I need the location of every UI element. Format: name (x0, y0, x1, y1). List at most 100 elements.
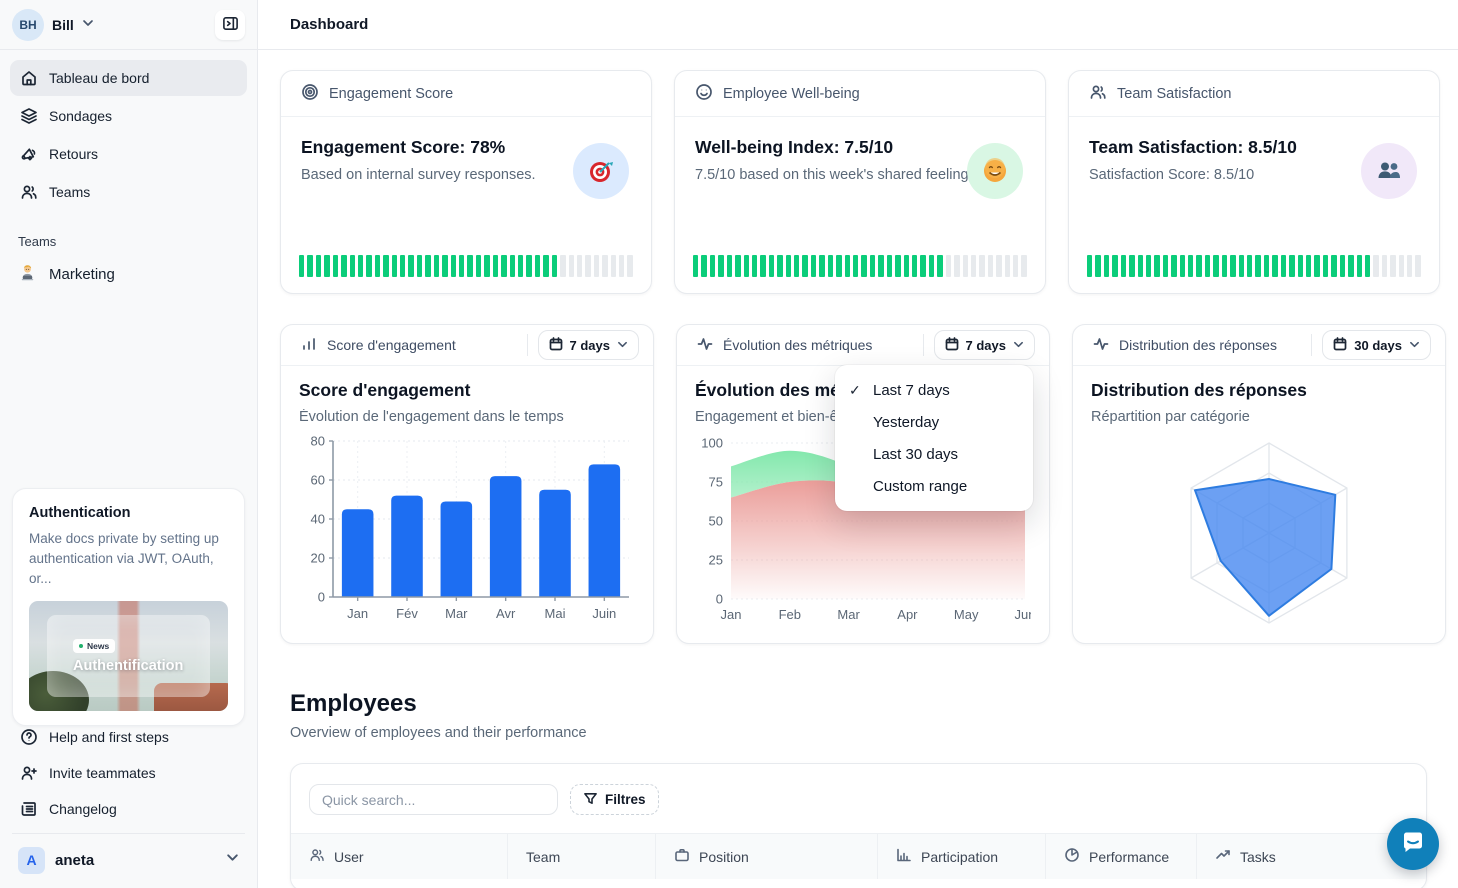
column-header-position[interactable]: Position (655, 834, 877, 879)
people-emoji (1361, 143, 1417, 199)
menu-item-custom-range[interactable]: Custom range (835, 470, 1033, 502)
card-header-label: Employee Well-being (723, 85, 860, 102)
workspace-switcher[interactable]: BH Bill (0, 0, 257, 50)
employees-toolbar: Filtres (291, 764, 1426, 833)
sidebar-item-dashboard[interactable]: Tableau de bord (10, 60, 247, 96)
sidebar-item-help[interactable]: Help and first steps (10, 719, 247, 755)
sidebar-item-invite[interactable]: Invite teammates (10, 755, 247, 791)
sidebar-item-feedback[interactable]: Retours (10, 136, 247, 172)
chevron-down-icon (226, 851, 239, 869)
menu-item-yesterday[interactable]: Yesterday (835, 406, 1033, 438)
user-plus-icon (20, 764, 38, 782)
chevron-down-icon (617, 338, 628, 353)
column-header-participation[interactable]: Participation (877, 834, 1045, 879)
svg-text:25: 25 (709, 553, 723, 568)
menu-item-label: Last 7 days (873, 381, 950, 399)
filters-label: Filtres (605, 792, 646, 807)
menu-item-last-30-days[interactable]: Last 30 days (835, 438, 1033, 470)
svg-text:50: 50 (709, 514, 723, 529)
svg-text:0: 0 (716, 592, 723, 607)
activity-icon (1093, 336, 1109, 355)
employees-table-header: User Team Position Participation (291, 833, 1426, 879)
svg-text:Jan: Jan (347, 606, 368, 621)
sidebar-footer: Help and first steps Invite teammates Ch… (0, 713, 257, 888)
home-icon (20, 69, 38, 87)
chart-card-header: Évolution des métriques 7 days (677, 325, 1049, 366)
card-header: Engagement Score (281, 71, 651, 117)
filters-button[interactable]: Filtres (570, 784, 659, 815)
team-satisfaction-card: Team Satisfaction Team Satisfaction: 8.5… (1068, 70, 1440, 294)
authentication-promo-card[interactable]: Authentication Make docs private by sett… (12, 488, 245, 726)
employees-subheading: Overview of employees and their performa… (290, 725, 587, 741)
account-avatar: A (18, 846, 45, 874)
column-label: Participation (921, 848, 999, 865)
svg-text:100: 100 (701, 436, 723, 451)
card-header: Employee Well-being (675, 71, 1045, 117)
chart-card-body: Distribution des réponses Répartition pa… (1073, 366, 1445, 643)
stat-cards-row: Engagement Score Engagement Score: 78% B… (280, 70, 1440, 294)
news-dot-icon (79, 643, 83, 648)
stat-title: Team Satisfaction: 8.5/10 (1089, 137, 1297, 157)
chart-card-header: Score d'engagement 7 days (281, 325, 653, 366)
smiley-icon (695, 83, 713, 105)
chart-subtitle: Évolution de l'engagement dans le temps (299, 409, 564, 425)
news-badge: News (73, 638, 116, 653)
calendar-icon (945, 336, 959, 354)
svg-text:Juin: Juin (592, 606, 616, 621)
card-body: Team Satisfaction: 8.5/10 Satisfaction S… (1069, 117, 1439, 293)
svg-text:Apr: Apr (897, 607, 918, 622)
column-header-tasks[interactable]: Tasks (1196, 834, 1426, 879)
svg-text:Fév: Fév (396, 606, 418, 621)
help-circle-icon (20, 728, 38, 746)
card-body: Well-being Index: 7.5/10 7.5/10 based on… (675, 117, 1045, 293)
column-header-team[interactable]: Team (507, 834, 655, 879)
users-icon (20, 183, 38, 201)
svg-text:75: 75 (709, 475, 723, 490)
pie-chart-icon (1064, 847, 1080, 866)
divider (12, 833, 245, 834)
newspaper-icon (20, 800, 38, 818)
response-radar-chart (1190, 442, 1348, 624)
funnel-icon (583, 791, 598, 809)
card-header: Team Satisfaction (1069, 71, 1439, 117)
account-switcher[interactable]: A aneta (10, 840, 247, 880)
woman-technologist-emoji (18, 263, 37, 286)
chart-header-label: Score d'engagement (327, 337, 456, 353)
chart-header-label: Évolution des métriques (723, 337, 873, 353)
workspace-avatar: BH (12, 8, 44, 41)
collapse-sidebar-button[interactable] (215, 9, 245, 40)
column-header-performance[interactable]: Performance (1045, 834, 1196, 879)
main-area: Dashboard Engagement Score Engagement Sc… (258, 0, 1458, 888)
svg-text:Avr: Avr (496, 606, 516, 621)
users-icon (309, 847, 325, 866)
promo-image-caption: Authentification (73, 657, 184, 674)
promo-image: News Authentification (29, 601, 228, 711)
stat-title: Well-being Index: 7.5/10 (695, 137, 894, 157)
sidebar-item-teams[interactable]: Teams (10, 174, 247, 210)
sidebar-item-label: Teams (49, 184, 91, 200)
progress-bar (693, 255, 1027, 277)
svg-text:80: 80 (311, 434, 325, 449)
calendar-icon (1333, 336, 1347, 354)
range-select-button[interactable]: 7 days (933, 330, 1035, 360)
sidebar-item-marketing[interactable]: Marketing (0, 255, 257, 293)
range-select-button[interactable]: 30 days (1322, 330, 1431, 360)
svg-text:May: May (954, 607, 979, 622)
chart-title: Distribution des réponses (1091, 380, 1307, 400)
column-header-user[interactable]: User (291, 834, 507, 879)
search-input[interactable] (309, 784, 558, 815)
sidebar-item-label: Sondages (49, 108, 113, 124)
sidebar-item-surveys[interactable]: Sondages (10, 98, 247, 134)
menu-item-last-7-days[interactable]: ✓ Last 7 days (835, 374, 1033, 406)
range-select-button[interactable]: 7 days (537, 330, 639, 360)
promo-description: Make docs private by setting up authenti… (29, 529, 228, 589)
users-icon (1089, 83, 1107, 105)
card-body: Engagement Score: 78% Based on internal … (281, 117, 651, 293)
sidebar-nav: Tableau de bord Sondages Retours Teams (0, 50, 257, 220)
sidebar-item-changelog[interactable]: Changelog (10, 791, 247, 827)
menu-item-label: Yesterday (873, 413, 940, 431)
column-label: User (334, 848, 364, 865)
calendar-icon (549, 336, 563, 354)
svg-text:40: 40 (311, 512, 325, 527)
chat-widget-button[interactable] (1387, 818, 1439, 870)
